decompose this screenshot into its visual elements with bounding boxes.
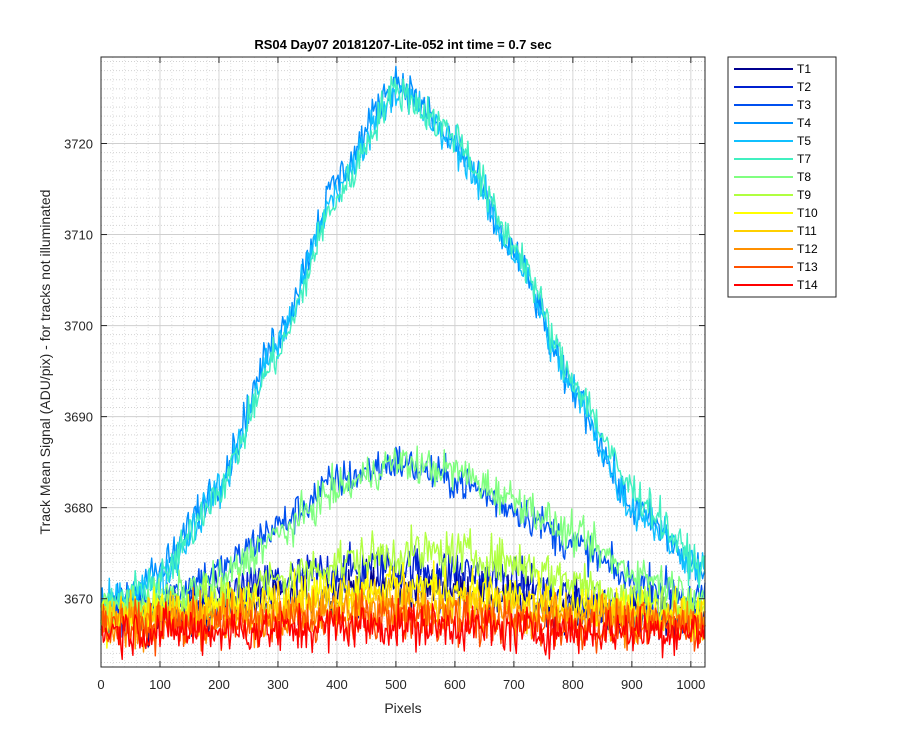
legend-label-t12: T12 xyxy=(797,242,818,256)
series-line-t7 xyxy=(100,75,706,625)
y-tick-label: 3700 xyxy=(64,319,93,334)
legend-label-t1: T1 xyxy=(797,62,811,76)
plot-area-border xyxy=(100,56,706,668)
legend-label-t4: T4 xyxy=(797,116,811,130)
legend: T1 T2 T3 T4 T5 T7 T8 T9 T10 T11 T12 T13 T14 xyxy=(727,56,837,298)
x-axis-title: Pixels xyxy=(384,700,421,716)
chart-title: RS04 Day07 20181207-Lite-052 int time = … xyxy=(254,37,551,52)
y-tick-label: 3670 xyxy=(64,592,93,607)
x-tick-label: 200 xyxy=(208,677,230,692)
legend-label-t8: T8 xyxy=(797,170,811,184)
x-tick-label: 100 xyxy=(149,677,171,692)
legend-label-t13: T13 xyxy=(797,260,818,274)
legend-label-t7: T7 xyxy=(797,152,811,166)
x-tick-label: 400 xyxy=(326,677,348,692)
y-tick-label: 3690 xyxy=(64,410,93,425)
legend-label-t11: T11 xyxy=(797,224,817,238)
legend-label-t3: T3 xyxy=(797,98,811,112)
series-line-t8 xyxy=(100,445,706,631)
x-tick-label: 700 xyxy=(503,677,525,692)
x-tick-label: 500 xyxy=(385,677,407,692)
legend-label-t14: T14 xyxy=(797,278,818,292)
y-tick-label: 3720 xyxy=(64,136,93,151)
legend-label-t5: T5 xyxy=(797,134,811,148)
x-tick-label: 800 xyxy=(562,677,584,692)
x-tick-label: 900 xyxy=(621,677,643,692)
legend-label-t2: T2 xyxy=(797,80,811,94)
x-tick-label: 300 xyxy=(267,677,289,692)
series-line-t3 xyxy=(100,446,706,626)
y-tick-label: 3710 xyxy=(64,228,93,243)
series-layer xyxy=(100,65,706,660)
axis-ticks: 0 100 200 300 400 500 600 700 800 900 1000 3670 3680… xyxy=(64,57,705,692)
x-tick-label: 600 xyxy=(444,677,466,692)
x-tick-label: 1000 xyxy=(676,677,705,692)
legend-label-t9: T9 xyxy=(797,188,811,202)
series-line-t5 xyxy=(100,84,706,624)
legend-label-t10: T10 xyxy=(797,206,818,220)
y-tick-label: 3680 xyxy=(64,501,93,516)
series-line-t14 xyxy=(100,598,706,660)
y-axis-title: Track Mean Signal (ADU/pix) - for tracks… xyxy=(37,190,53,535)
x-tick-label: 0 xyxy=(97,677,104,692)
